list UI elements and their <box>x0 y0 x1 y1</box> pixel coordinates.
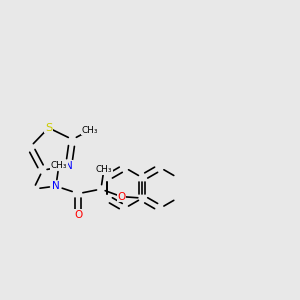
Text: O: O <box>74 210 83 220</box>
Text: O: O <box>117 192 125 202</box>
Text: CH₃: CH₃ <box>51 160 67 169</box>
Text: CH₃: CH₃ <box>96 165 112 174</box>
Text: N: N <box>52 181 60 191</box>
Text: S: S <box>45 123 52 133</box>
Text: CH₃: CH₃ <box>81 126 98 135</box>
Text: N: N <box>65 160 73 171</box>
